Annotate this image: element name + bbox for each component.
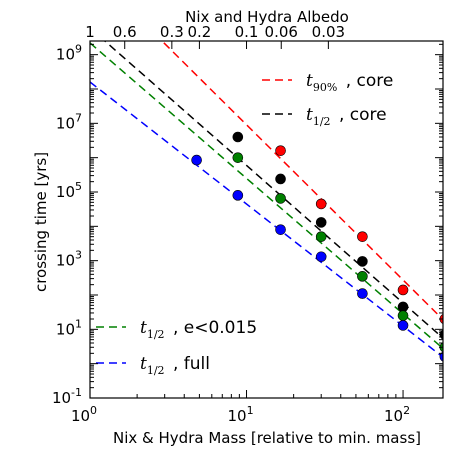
series-points-1 [232, 131, 443, 340]
top-tick-label: 0.06 [265, 23, 298, 41]
legend-entry-1: t1/2 , core [262, 105, 387, 128]
top-tick-label: 0.6 [113, 23, 137, 41]
legend-label-3: t1/2 , full [140, 354, 210, 377]
series-1 [103, 41, 443, 340]
legend: t90% , core t1/2 , core t1/2 , e<0.015 t1/2… [96, 71, 393, 377]
top-tick-label: 0.3 [160, 23, 184, 41]
data-point-0-2 [357, 231, 368, 242]
series-points-2 [232, 152, 443, 353]
series-points-0 [275, 145, 443, 324]
data-point-0-0 [275, 145, 286, 156]
data-point-0-1 [315, 198, 327, 210]
data-point-2-1 [275, 193, 286, 204]
legend-label-0: t90% , core [306, 71, 393, 94]
y-tick-label: 109 [56, 43, 82, 64]
y-axis-label: crossing time [yrs] [32, 152, 50, 292]
data-point-3-5 [397, 320, 409, 331]
legend-entry-3: t1/2 , full [96, 354, 210, 377]
data-point-2-2 [315, 231, 327, 242]
plot-frame [89, 40, 444, 399]
top-axis-label: Nix and Hydra Albedo [185, 8, 349, 26]
data-point-2-4 [397, 310, 409, 321]
y-tick-label: 107 [56, 111, 82, 132]
legend-label-2: t1/2 , e<0.015 [140, 318, 257, 341]
data-point-0-3 [397, 284, 409, 296]
top-tick-label: 1 [85, 23, 95, 41]
data-point-1-2 [315, 217, 327, 228]
data-point-1-0 [232, 131, 244, 143]
fit-line-1 [103, 41, 443, 340]
y-tick-label: 103 [56, 249, 82, 270]
top-tick-label: 0.1 [235, 23, 259, 41]
x-axis-label: Nix & Hydra Mass [relative to min. mass] [113, 429, 421, 447]
y-tick-label: 101 [56, 317, 82, 338]
x-tick-label: 100 [71, 404, 97, 425]
data-point-3-3 [315, 251, 327, 263]
series-points-3 [191, 154, 443, 362]
top-tick-label: 0.2 [187, 23, 211, 41]
series-0 [160, 41, 443, 321]
data-point-1-3 [357, 256, 368, 267]
series-2 [90, 42, 443, 350]
data-point-3-4 [357, 288, 368, 299]
series-3 [90, 81, 443, 359]
data-point-3-6 [439, 351, 443, 362]
top-tick-label: 0.03 [312, 23, 345, 41]
data-point-1-1 [275, 173, 286, 185]
legend-entry-2: t1/2 , e<0.015 [96, 318, 257, 341]
x-tick-label: 102 [384, 404, 410, 425]
data-point-3-1 [232, 190, 244, 201]
fit-line-0 [160, 41, 443, 321]
fit-line-3 [90, 81, 443, 359]
data-point-2-3 [357, 271, 368, 282]
data-point-3-2 [275, 224, 286, 235]
data-point-3-0 [191, 154, 202, 166]
x-tick-label: 101 [227, 404, 253, 425]
fit-line-2 [90, 42, 443, 350]
y-tick-label: 10-1 [52, 386, 82, 407]
y-tick-label: 105 [56, 180, 82, 201]
legend-entry-0: t90% , core [262, 71, 393, 94]
data-marks [90, 41, 443, 362]
legend-label-1: t1/2 , core [306, 105, 387, 128]
data-point-2-0 [232, 152, 244, 163]
